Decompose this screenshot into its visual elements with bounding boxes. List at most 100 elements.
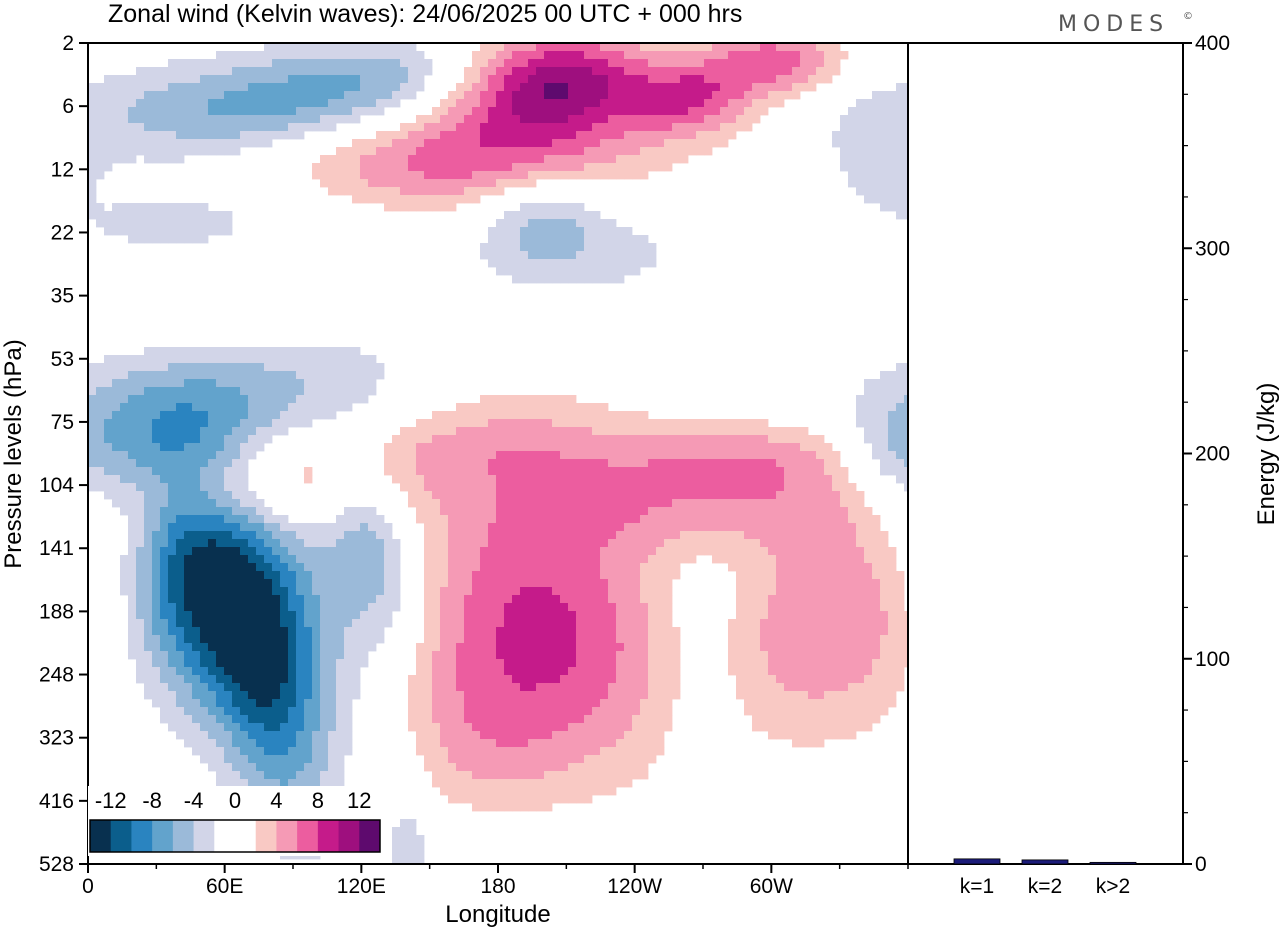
- heatmap-cell: [432, 499, 441, 508]
- heatmap-cell: [192, 427, 201, 436]
- heatmap-cell: [576, 91, 585, 100]
- heatmap-cell: [808, 443, 817, 452]
- heatmap-cell: [640, 435, 649, 444]
- heatmap-cell: [304, 611, 313, 620]
- heatmap-cell: [280, 515, 289, 524]
- heatmap-cell: [568, 411, 577, 420]
- heatmap-cell: [616, 531, 625, 540]
- heatmap-cell: [312, 691, 321, 700]
- heatmap-cell: [344, 651, 353, 660]
- heatmap-cell: [896, 451, 905, 460]
- heatmap-cell: [720, 67, 729, 76]
- heatmap-cell: [248, 683, 257, 692]
- heatmap-cell: [784, 571, 793, 580]
- heatmap-cell: [552, 563, 561, 572]
- heatmap-cell: [864, 619, 873, 628]
- heatmap-cell: [216, 363, 225, 372]
- heatmap-cell: [608, 147, 617, 156]
- heatmap-cell: [320, 579, 329, 588]
- heatmap-cell: [712, 59, 721, 68]
- heatmap-cell: [880, 627, 889, 636]
- heatmap-cell: [176, 571, 185, 580]
- heatmap-cell: [768, 91, 777, 100]
- heatmap-cell: [328, 595, 337, 604]
- heatmap-cell: [472, 531, 481, 540]
- heatmap-cell: [864, 147, 873, 156]
- heatmap-cell: [312, 387, 321, 396]
- heatmap-cell: [136, 67, 145, 76]
- heatmap-cell: [824, 587, 833, 596]
- heatmap-cell: [896, 675, 905, 684]
- heatmap-cell: [376, 619, 385, 628]
- heatmap-cell: [904, 467, 909, 476]
- heatmap-cell: [360, 187, 369, 196]
- heatmap-cell: [672, 515, 681, 524]
- heatmap-cell: [288, 563, 297, 572]
- heatmap-cell: [800, 587, 809, 596]
- heatmap-cell: [696, 459, 705, 468]
- heatmap-cell: [688, 51, 697, 60]
- heatmap-cell: [848, 579, 857, 588]
- heatmap-cell: [184, 515, 193, 524]
- heatmap-cell: [680, 59, 689, 68]
- heatmap-cell: [256, 595, 265, 604]
- heatmap-cell: [472, 675, 481, 684]
- heatmap-cell: [592, 667, 601, 676]
- heatmap-cell: [408, 443, 417, 452]
- heatmap-cell: [800, 459, 809, 468]
- heatmap-cell: [328, 395, 337, 404]
- heatmap-cell: [208, 467, 217, 476]
- heatmap-cell: [784, 667, 793, 676]
- heatmap-cell: [472, 555, 481, 564]
- heatmap-cell: [672, 427, 681, 436]
- heatmap-cell: [200, 99, 209, 108]
- heatmap-cell: [880, 91, 889, 100]
- heatmap-cell: [512, 139, 521, 148]
- heatmap-cell: [640, 467, 649, 476]
- heatmap-cell: [496, 627, 505, 636]
- heatmap-cell: [640, 163, 649, 172]
- heatmap-cell: [496, 515, 505, 524]
- heatmap-cell: [576, 571, 585, 580]
- heatmap-cell: [832, 659, 841, 668]
- heatmap-cell: [328, 51, 337, 60]
- heatmap-cell: [152, 219, 161, 228]
- heatmap-cell: [408, 147, 417, 156]
- heatmap-cell: [888, 547, 897, 556]
- heatmap-cell: [160, 443, 169, 452]
- heatmap-cell: [888, 459, 897, 468]
- heatmap-cell: [624, 51, 633, 60]
- heatmap-cell: [432, 675, 441, 684]
- heatmap-cell: [600, 515, 609, 524]
- heatmap-cell: [184, 507, 193, 516]
- heatmap-cell: [512, 587, 521, 596]
- heatmap-cell: [280, 563, 289, 572]
- heatmap-cell: [160, 619, 169, 628]
- heatmap-cell: [136, 659, 145, 668]
- heatmap-cell: [648, 499, 657, 508]
- heatmap-cell: [256, 107, 265, 116]
- heatmap-cell: [704, 147, 713, 156]
- heatmap-cell: [352, 395, 361, 404]
- heatmap-cell: [344, 515, 353, 524]
- heatmap-cell: [496, 67, 505, 76]
- heatmap-cell: [592, 427, 601, 436]
- heatmap-cell: [280, 675, 289, 684]
- heatmap-cell: [856, 659, 865, 668]
- heatmap-cell: [464, 475, 473, 484]
- heatmap-cell: [584, 171, 593, 180]
- heatmap-cell: [88, 371, 97, 380]
- heatmap-cell: [744, 499, 753, 508]
- heatmap-cell: [400, 451, 409, 460]
- heatmap-cell: [512, 635, 521, 644]
- heatmap-cell: [440, 155, 449, 164]
- heatmap-cell: [528, 139, 537, 148]
- heatmap-cell: [608, 683, 617, 692]
- heatmap-cell: [736, 555, 745, 564]
- heatmap-cell: [584, 587, 593, 596]
- heatmap-cell: [568, 211, 577, 220]
- heatmap-cell: [456, 531, 465, 540]
- heatmap-cell: [616, 123, 625, 132]
- heatmap-cell: [728, 555, 737, 564]
- heatmap-cell: [376, 171, 385, 180]
